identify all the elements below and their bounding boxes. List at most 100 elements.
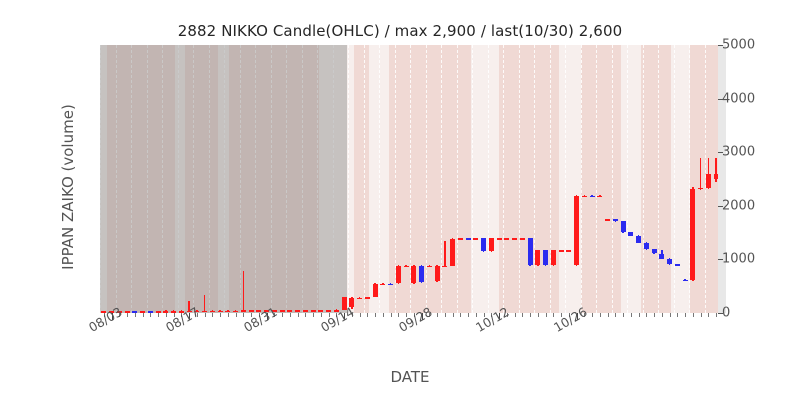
candlestick [380, 45, 386, 313]
candlestick [132, 45, 138, 313]
gridline-vertical [549, 45, 551, 313]
candle-wick [172, 310, 175, 312]
candle-body [380, 283, 386, 286]
x-tick-mark-minor [592, 313, 594, 317]
candlestick [496, 45, 502, 313]
candle-body [202, 310, 208, 313]
background-band [107, 45, 175, 313]
gridline-vertical [441, 45, 442, 313]
candle-body [240, 310, 246, 312]
gridline-vertical [224, 45, 225, 313]
candlestick [256, 45, 262, 313]
candle-body [566, 250, 572, 252]
background-band [499, 45, 559, 313]
candle-wick [707, 157, 710, 189]
gridline-vertical [487, 45, 489, 313]
gridline-vertical [596, 45, 597, 313]
candlestick [643, 45, 649, 313]
gridline-vertical [162, 45, 163, 313]
candle-wick [428, 264, 431, 267]
background-band [641, 45, 671, 313]
plot-area[interactable] [100, 45, 720, 313]
gridline-vertical [410, 45, 411, 313]
candle-body [504, 238, 510, 241]
candle-body [186, 310, 192, 313]
candle-body [496, 238, 502, 241]
candlestick [364, 45, 370, 313]
gridline-vertical [239, 45, 241, 313]
gridline-vertical [456, 45, 458, 313]
x-tick-mark-minor [623, 313, 625, 317]
candle-body [442, 265, 448, 268]
gridline-vertical [255, 45, 256, 313]
x-tick-mark-major [189, 313, 191, 320]
x-tick-mark-minor [336, 313, 338, 317]
background-band [671, 45, 690, 313]
candlestick [279, 45, 285, 313]
candlestick [605, 45, 611, 313]
x-tick-mark-minor [483, 313, 485, 317]
candlestick [651, 45, 657, 313]
candle-body [698, 187, 704, 190]
candlestick [434, 45, 440, 313]
grey-overlay-rect [100, 45, 347, 313]
candlestick [574, 45, 580, 313]
x-tick-mark-minor [646, 313, 648, 317]
candle-body [310, 310, 316, 312]
candlestick [240, 45, 246, 313]
x-tick-mark-minor [429, 313, 431, 317]
candlestick [194, 45, 200, 313]
x-tick-mark-minor [452, 313, 454, 317]
x-tick-mark-minor [289, 313, 291, 317]
candle-body [171, 311, 177, 313]
background-band [175, 45, 185, 313]
candle-body [450, 239, 456, 266]
candle-body [225, 310, 231, 313]
candle-body [543, 250, 549, 266]
chart-title: 2882 NIKKO Candle(OHLC) / max 2,900 / la… [177, 22, 623, 40]
x-tick-mark-minor [127, 313, 129, 317]
candlestick [698, 45, 704, 313]
candle-body [287, 310, 293, 312]
candlestick [271, 45, 277, 313]
candle-wick [405, 264, 407, 267]
candlestick [535, 45, 541, 313]
x-tick-mark-minor [359, 313, 361, 317]
y-tick-label: 5000 [722, 37, 756, 53]
candlestick [109, 45, 115, 313]
gridline-vertical [286, 45, 287, 313]
candle-wick [196, 310, 198, 312]
candle-body [473, 238, 479, 241]
x-tick-mark-minor [437, 313, 439, 317]
x-tick-mark-minor [328, 313, 330, 317]
candlestick [636, 45, 642, 313]
candle-body [512, 238, 518, 241]
x-tick-mark-minor [103, 313, 105, 317]
x-tick-mark-minor [204, 313, 206, 317]
y-tick-mark [718, 152, 723, 154]
x-tick-mark-minor [282, 313, 284, 317]
x-tick-mark-minor [615, 313, 617, 317]
x-tick-mark-minor [553, 313, 555, 317]
candlestick [318, 45, 324, 313]
candle-body [403, 265, 409, 268]
candlestick [202, 45, 208, 313]
gridline-vertical [611, 45, 613, 313]
candle-body [233, 310, 239, 313]
gridline-vertical [363, 45, 365, 313]
gridline-vertical [146, 45, 148, 313]
x-tick-mark-minor [669, 313, 671, 317]
candlestick [504, 45, 510, 313]
x-tick-mark-minor [506, 313, 508, 317]
candle-body [318, 310, 324, 312]
x-tick-mark-minor [297, 313, 299, 317]
background-band [100, 45, 107, 313]
candlestick [209, 45, 215, 313]
candle-wick [118, 310, 121, 312]
x-tick-mark-minor [692, 313, 694, 317]
candlestick [248, 45, 254, 313]
gridline-vertical [503, 45, 504, 313]
gridline-vertical [270, 45, 272, 313]
candle-wick [699, 157, 702, 190]
